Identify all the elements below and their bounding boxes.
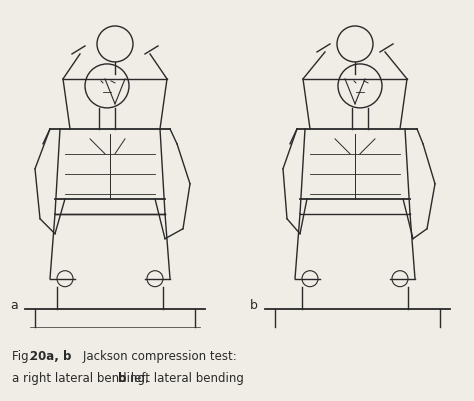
- Text: 20a, b: 20a, b: [30, 349, 72, 362]
- Text: Fig.: Fig.: [12, 349, 36, 362]
- Text: left lateral bending: left lateral bending: [127, 371, 244, 384]
- Text: b: b: [250, 298, 258, 311]
- Text: a: a: [10, 298, 18, 311]
- Text: b: b: [118, 371, 127, 384]
- Text: Jackson compression test:: Jackson compression test:: [68, 349, 237, 362]
- Text: a right lateral bending,: a right lateral bending,: [12, 371, 153, 384]
